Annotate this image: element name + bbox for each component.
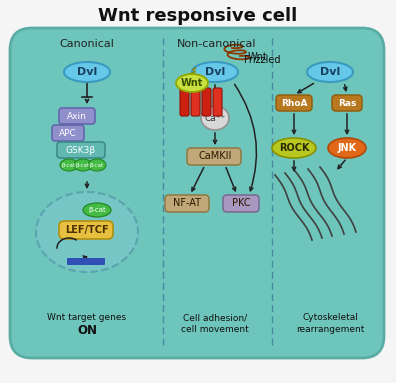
Ellipse shape: [64, 62, 110, 82]
Text: Wnt target genes: Wnt target genes: [48, 314, 127, 322]
Text: LEF/TCF: LEF/TCF: [65, 225, 109, 235]
Text: Wnt: Wnt: [248, 52, 268, 62]
FancyBboxPatch shape: [213, 88, 222, 116]
Text: β-cat: β-cat: [76, 162, 90, 167]
Text: RhoA: RhoA: [281, 98, 307, 108]
FancyBboxPatch shape: [202, 88, 211, 116]
Ellipse shape: [328, 138, 366, 158]
Ellipse shape: [307, 62, 353, 82]
Text: β-cat: β-cat: [62, 162, 76, 167]
FancyBboxPatch shape: [187, 148, 241, 165]
FancyBboxPatch shape: [59, 108, 95, 124]
Text: GSK3β: GSK3β: [66, 146, 96, 154]
FancyBboxPatch shape: [180, 88, 189, 116]
FancyBboxPatch shape: [10, 28, 384, 358]
Text: Non-canonical: Non-canonical: [177, 39, 257, 49]
Text: Cell adhesion/: Cell adhesion/: [183, 314, 247, 322]
Text: Ras: Ras: [338, 98, 356, 108]
Ellipse shape: [192, 62, 238, 82]
Text: cell movement: cell movement: [181, 326, 249, 334]
Text: Wnt responsive cell: Wnt responsive cell: [98, 7, 298, 25]
Ellipse shape: [272, 138, 316, 158]
Ellipse shape: [88, 159, 106, 171]
Ellipse shape: [36, 192, 138, 272]
Text: Cytoskeletal: Cytoskeletal: [302, 314, 358, 322]
Ellipse shape: [201, 106, 229, 130]
Text: Dvl: Dvl: [77, 67, 97, 77]
Text: Canonical: Canonical: [59, 39, 114, 49]
FancyBboxPatch shape: [59, 221, 113, 239]
Text: Dvl: Dvl: [320, 67, 340, 77]
Ellipse shape: [83, 203, 111, 217]
Text: APC: APC: [59, 129, 77, 137]
FancyBboxPatch shape: [276, 95, 312, 111]
Text: ON: ON: [77, 324, 97, 337]
FancyBboxPatch shape: [191, 88, 200, 116]
FancyBboxPatch shape: [332, 95, 362, 111]
Text: JNK: JNK: [337, 143, 356, 153]
Text: CaMKII: CaMKII: [198, 151, 232, 161]
FancyBboxPatch shape: [57, 142, 105, 158]
Text: Axin: Axin: [67, 111, 87, 121]
Ellipse shape: [60, 159, 78, 171]
Text: β-cat: β-cat: [90, 162, 104, 167]
Ellipse shape: [176, 74, 208, 92]
FancyBboxPatch shape: [223, 195, 259, 212]
Text: rearrangement: rearrangement: [296, 326, 364, 334]
Text: ROCK: ROCK: [279, 143, 309, 153]
Text: β-cat: β-cat: [88, 207, 106, 213]
Text: NF-AT: NF-AT: [173, 198, 201, 208]
FancyBboxPatch shape: [52, 125, 84, 141]
FancyBboxPatch shape: [165, 195, 209, 212]
Ellipse shape: [74, 159, 92, 171]
Text: Dvl: Dvl: [205, 67, 225, 77]
Text: Wnt: Wnt: [181, 78, 203, 88]
Text: Ca⁺⁺: Ca⁺⁺: [204, 113, 226, 123]
Text: Frizzled: Frizzled: [244, 55, 280, 65]
Text: PKC: PKC: [232, 198, 250, 208]
FancyBboxPatch shape: [67, 258, 105, 265]
